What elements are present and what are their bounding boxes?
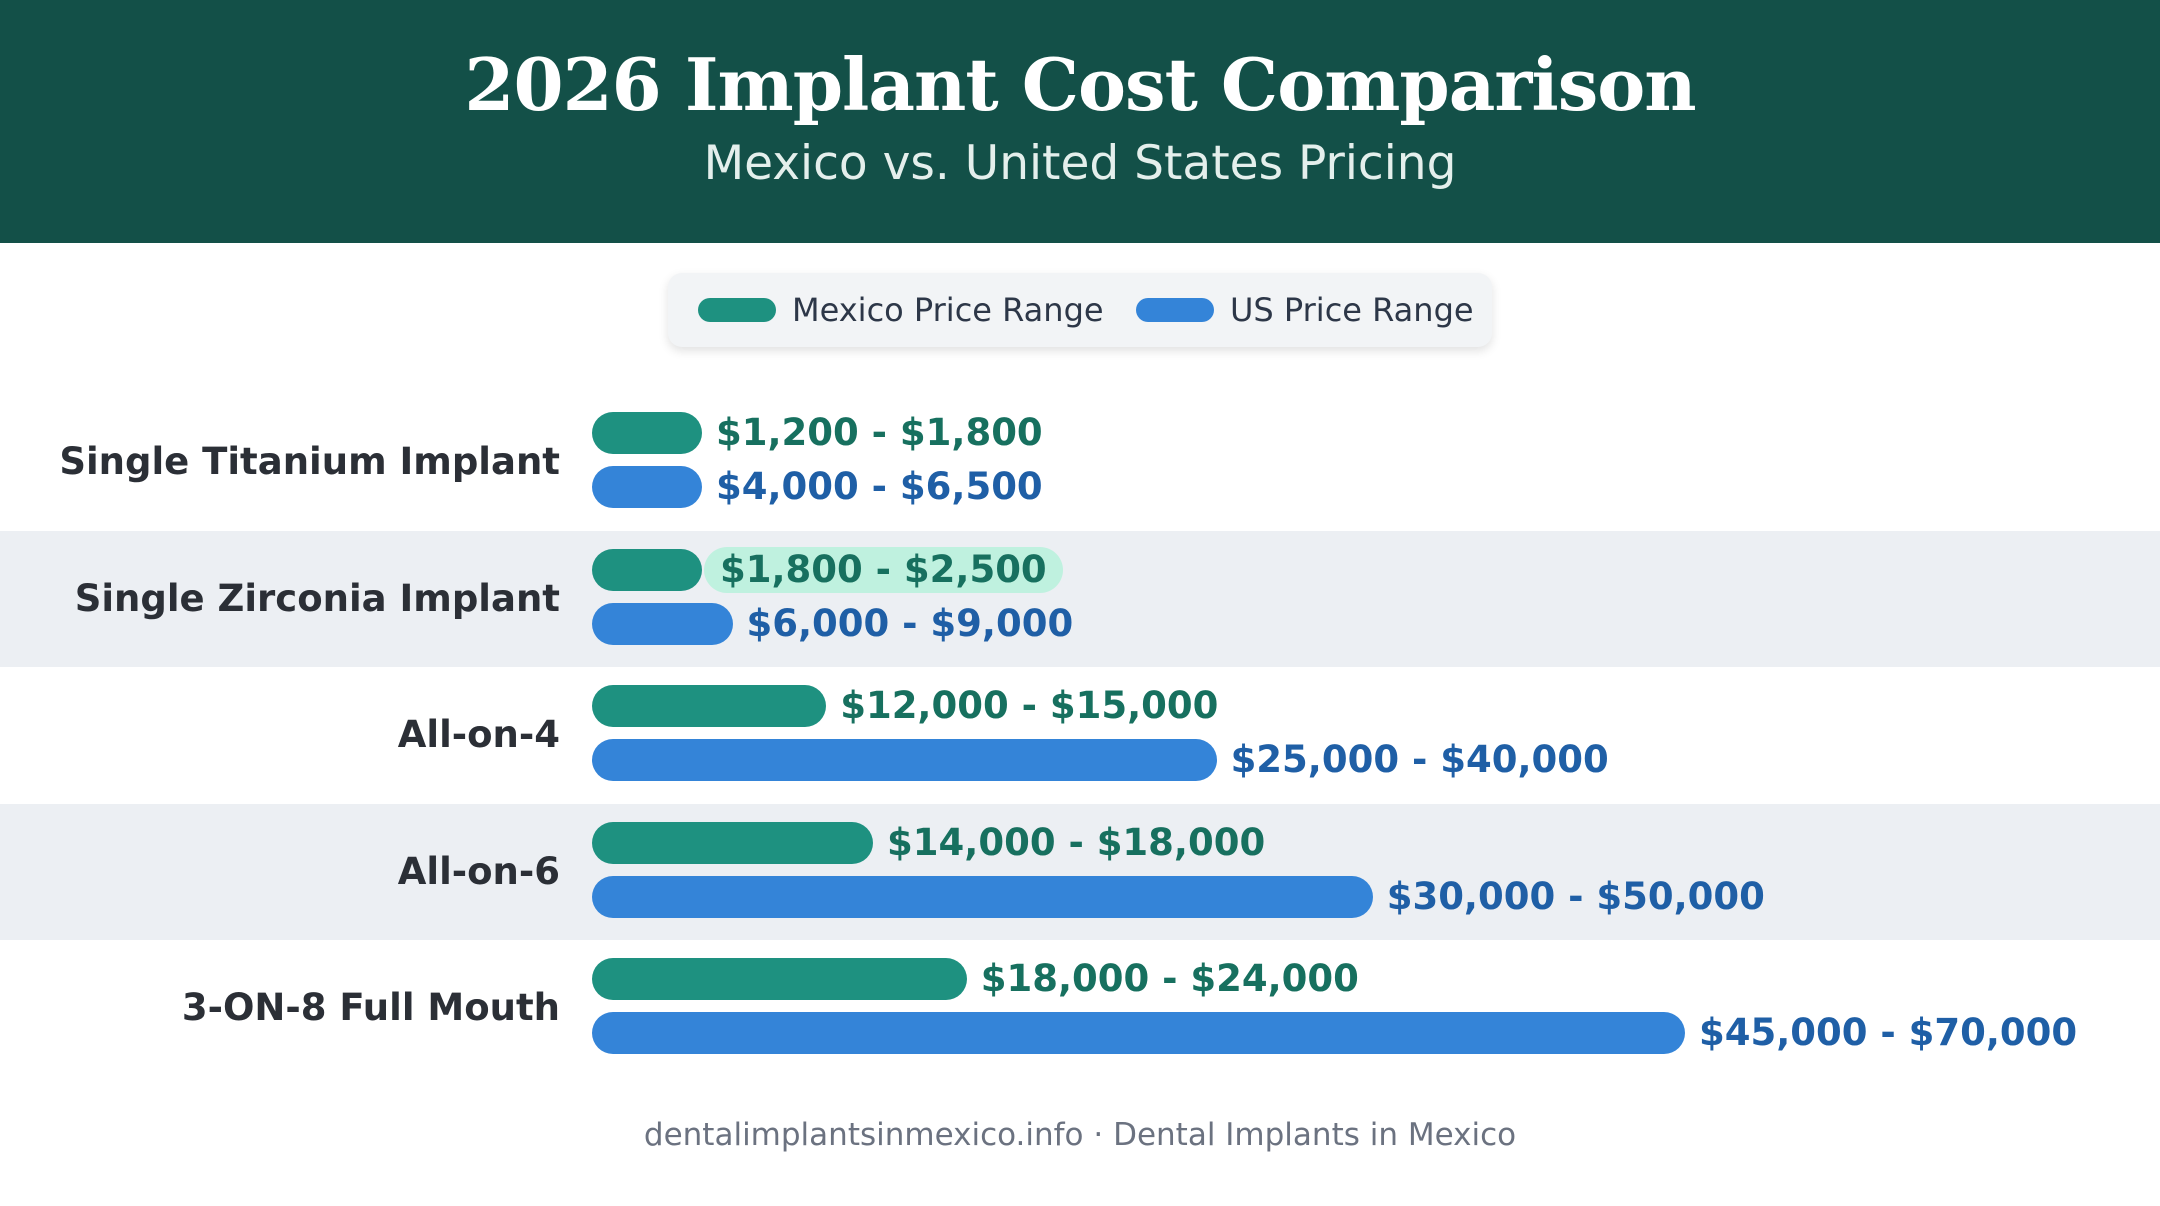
category-label: All-on-6 <box>397 849 560 893</box>
bar-mexico <box>592 821 874 864</box>
legend: Mexico Price Range US Price Range <box>668 273 1492 347</box>
category-label: All-on-4 <box>397 713 560 757</box>
header-banner: 2026 Implant Cost Comparison Mexico vs. … <box>0 0 2160 243</box>
value-label-mexico: $1,200 - $1,800 <box>716 411 1043 454</box>
value-label-us: $6,000 - $9,000 <box>746 601 1074 645</box>
value-label-mexico: $18,000 - $24,000 <box>980 957 1359 1000</box>
chart-subtitle: Mexico vs. United States Pricing <box>703 136 1457 191</box>
bar-us <box>592 739 1217 781</box>
category-label: Single Zirconia Implant <box>74 576 560 620</box>
legend-label-us: US Price Range <box>1230 291 1474 329</box>
value-label-mexico: $14,000 - $18,000 <box>887 820 1266 864</box>
bar-us <box>592 602 733 645</box>
value-label-us: $30,000 - $50,000 <box>1386 874 1765 918</box>
value-label-mexico: $1,800 - $2,500 <box>704 546 1063 593</box>
legend-item-mexico: Mexico Price Range <box>698 273 1104 347</box>
bar-mexico <box>592 958 967 1000</box>
legend-label-mexico: Mexico Price Range <box>792 291 1104 329</box>
bar-mexico <box>592 685 827 727</box>
bar-mexico <box>592 412 702 454</box>
category-label: Single Titanium Implant <box>59 440 560 484</box>
value-label-mexico: $12,000 - $15,000 <box>840 684 1219 727</box>
bar-us <box>592 1012 1685 1054</box>
bar-us <box>592 466 702 508</box>
bar-us <box>592 875 1373 918</box>
chart-title: 2026 Implant Cost Comparison <box>464 42 1696 127</box>
value-label-us: $45,000 - $70,000 <box>1699 1011 2078 1054</box>
legend-swatch-mexico <box>698 298 776 322</box>
row-band <box>0 530 2160 667</box>
value-label-us: $25,000 - $40,000 <box>1230 738 1609 781</box>
value-label-us: $4,000 - $6,500 <box>716 465 1043 508</box>
legend-item-us: US Price Range <box>1136 273 1474 347</box>
bar-mexico <box>592 548 702 591</box>
footer-credit: dentalimplantsinmexico.info · Dental Imp… <box>643 1117 1517 1153</box>
legend-swatch-us <box>1136 298 1214 322</box>
category-label: 3-ON-8 Full Mouth <box>181 986 560 1030</box>
